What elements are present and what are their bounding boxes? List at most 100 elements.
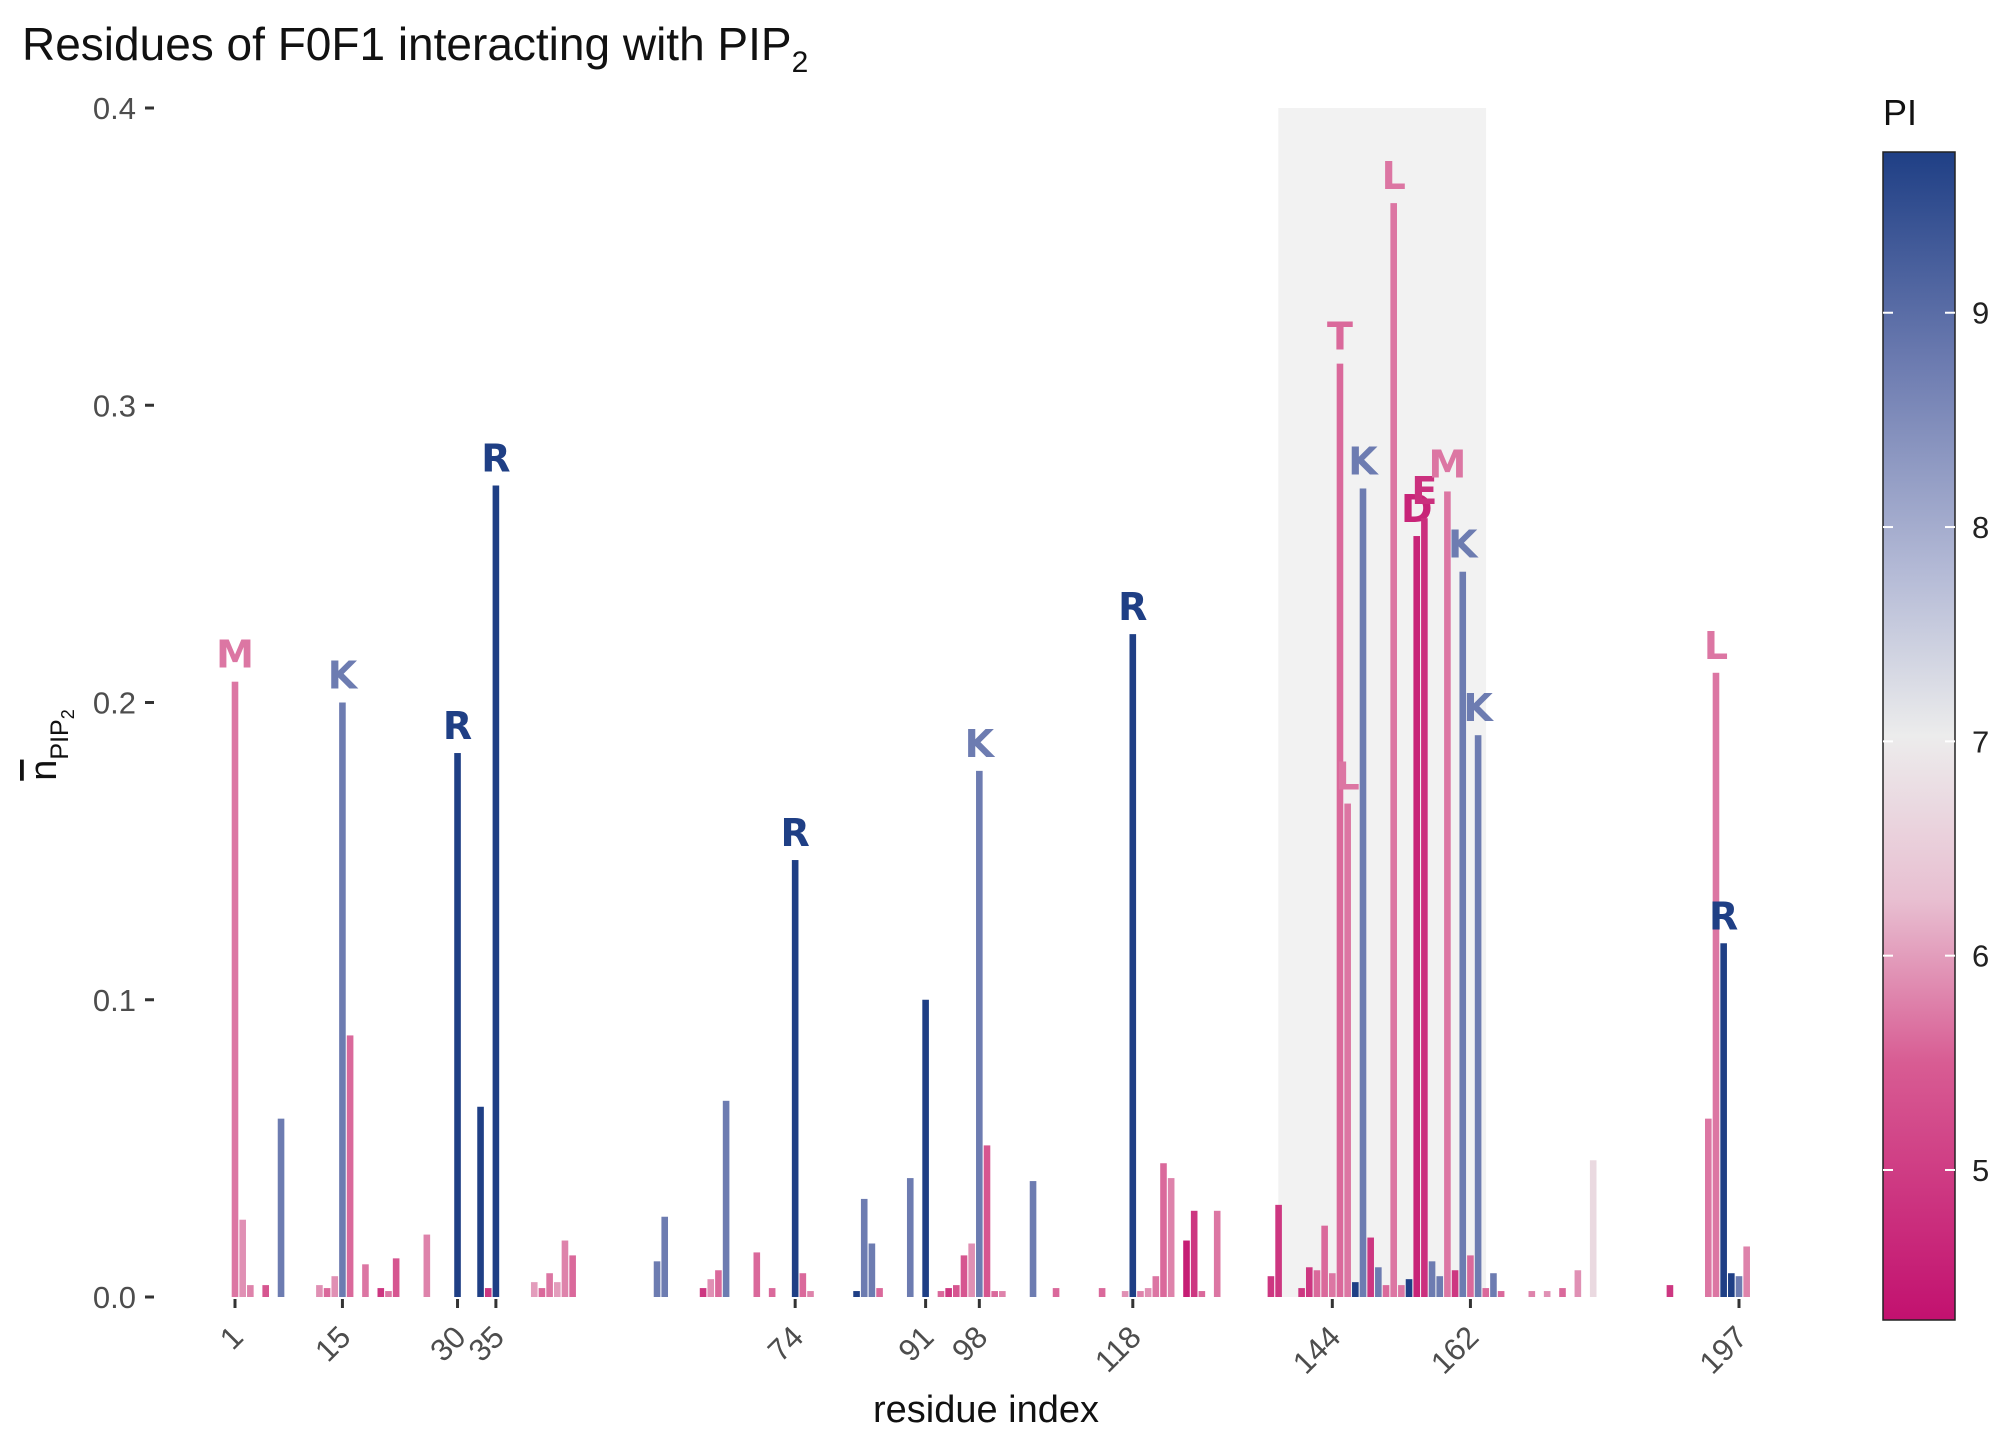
- bar-residue-163: [1474, 735, 1482, 1297]
- bar-residue-62: [699, 1288, 707, 1297]
- bar-residue-145: [1336, 363, 1344, 1297]
- bar-residue-137: [1275, 1204, 1282, 1297]
- bar-residue-33: [477, 1106, 484, 1297]
- bar-residue-84: [868, 1243, 876, 1297]
- legend-title: PI: [1883, 92, 1917, 133]
- bar-label-35: R: [481, 437, 510, 481]
- bar-residue-108: [1052, 1288, 1060, 1297]
- y-tick-label: 0.4: [93, 91, 136, 126]
- bar-residue-94: [945, 1288, 952, 1297]
- x-tick-label: 144: [1286, 1319, 1347, 1380]
- bar-residue-63: [707, 1279, 715, 1297]
- bar-residue-83: [860, 1198, 868, 1297]
- bar-residue-99: [983, 1145, 991, 1297]
- bar-label-74: R: [781, 811, 810, 855]
- bar-residue-5: [262, 1285, 269, 1297]
- bar-residue-125: [1183, 1240, 1190, 1297]
- bar-residue-105: [1029, 1181, 1037, 1297]
- bar-residue-160: [1451, 1270, 1459, 1297]
- bar-residue-30: [454, 753, 461, 1297]
- bar-residue-40: [530, 1282, 538, 1297]
- bar-residue-188: [1666, 1285, 1674, 1297]
- bar-residue-146: [1344, 803, 1351, 1297]
- bar-residue-3: [247, 1285, 254, 1297]
- chart-title: Residues of F0F1 interacting with PIP2: [22, 18, 808, 79]
- bar-residue-147: [1352, 1282, 1359, 1297]
- y-tick-label: 0.2: [93, 686, 136, 721]
- bar-residue-193: [1705, 1118, 1712, 1297]
- bar-residue-159: [1444, 491, 1451, 1297]
- y-axis: 0.0 0.1 0.2 0.3 0.4: [93, 91, 154, 1315]
- bar-residue-16: [346, 1035, 354, 1297]
- x-tick-label: 118: [1088, 1319, 1148, 1379]
- bar-residue-12: [316, 1285, 323, 1297]
- bar-residue-93: [937, 1291, 945, 1297]
- bar-residue-57: [661, 1216, 669, 1297]
- bar-residue-170: [1528, 1291, 1536, 1297]
- legend-tick-label: 6: [1972, 939, 1989, 974]
- bar-residue-162: [1467, 1255, 1474, 1297]
- bar-residue-157: [1428, 1261, 1436, 1297]
- bar-residue-164: [1482, 1288, 1490, 1297]
- bar-label-161: K: [1448, 523, 1479, 567]
- bar-residue-196: [1728, 1273, 1735, 1297]
- bar-residue-98: [976, 770, 983, 1297]
- x-axis-title: residue index: [873, 1389, 1099, 1431]
- x-tick-label: 197: [1693, 1319, 1754, 1380]
- x-tick-label: 1: [213, 1319, 250, 1356]
- bar-residue-96: [960, 1255, 968, 1297]
- bar-residue-15: [339, 702, 346, 1297]
- bar-residue-14: [331, 1276, 339, 1297]
- bar-residue-140: [1298, 1288, 1305, 1297]
- bar-residue-41: [538, 1288, 546, 1297]
- bar-residue-42: [546, 1273, 553, 1297]
- bar-residue-126: [1190, 1210, 1198, 1297]
- bar-residue-64: [715, 1270, 722, 1297]
- bar-label-152: L: [1382, 154, 1406, 198]
- bar-residue-198: [1743, 1246, 1750, 1297]
- y-axis-title: nPIP2: [23, 709, 78, 780]
- legend-tick-label: 8: [1972, 510, 1989, 545]
- bar-label-148: K: [1348, 439, 1379, 483]
- bar-residue-44: [561, 1240, 569, 1297]
- legend-ticks: 5 6 7 8 9: [1883, 296, 1989, 1188]
- bar-residue-144: [1329, 1273, 1336, 1297]
- bar-residue-123: [1167, 1178, 1175, 1297]
- bar-residue-143: [1321, 1225, 1328, 1297]
- bar-residue-197: [1735, 1276, 1743, 1297]
- bar-residue-156: [1421, 518, 1428, 1297]
- bar-residue-151: [1382, 1285, 1390, 1297]
- bar-residue-165: [1490, 1273, 1497, 1297]
- legend-colorbar: [1882, 151, 1956, 1321]
- bar-residue-149: [1367, 1237, 1374, 1297]
- bar-residue-69: [753, 1252, 761, 1297]
- bar-label-195: R: [1709, 894, 1738, 938]
- y-tick-label: 0.0: [93, 1280, 136, 1315]
- bar-residue-89: [906, 1178, 914, 1297]
- bar-residue-166: [1497, 1291, 1505, 1297]
- bar-residue-76: [807, 1291, 814, 1297]
- bar-residue-71: [768, 1288, 776, 1297]
- bar-residue-18: [362, 1264, 369, 1297]
- bar-label-1: M: [216, 633, 254, 677]
- bar-residue-101: [999, 1291, 1006, 1297]
- bar-residue-158: [1436, 1276, 1444, 1297]
- bar-residue-56: [653, 1261, 661, 1297]
- bar-residue-141: [1305, 1267, 1313, 1297]
- y-tick-label: 0.1: [93, 983, 136, 1018]
- bar-residue-7: [277, 1118, 285, 1297]
- bar-residue-26: [423, 1234, 431, 1297]
- bar-label-30: R: [443, 704, 472, 748]
- bar-label-159: M: [1428, 442, 1466, 486]
- bar-label-163: K: [1463, 686, 1494, 730]
- bar-residue-154: [1405, 1279, 1413, 1297]
- bar-residue-35: [492, 485, 500, 1297]
- bar-residue-95: [953, 1285, 960, 1297]
- bar-residue-82: [853, 1291, 860, 1297]
- bar-residue-85: [876, 1288, 883, 1297]
- x-tick-label: 74: [761, 1319, 810, 1368]
- bar-label-146: L: [1336, 755, 1360, 799]
- bar-residue-127: [1198, 1291, 1206, 1297]
- bar-label-145: T: [1327, 315, 1353, 359]
- bar-label-156: E: [1411, 469, 1437, 513]
